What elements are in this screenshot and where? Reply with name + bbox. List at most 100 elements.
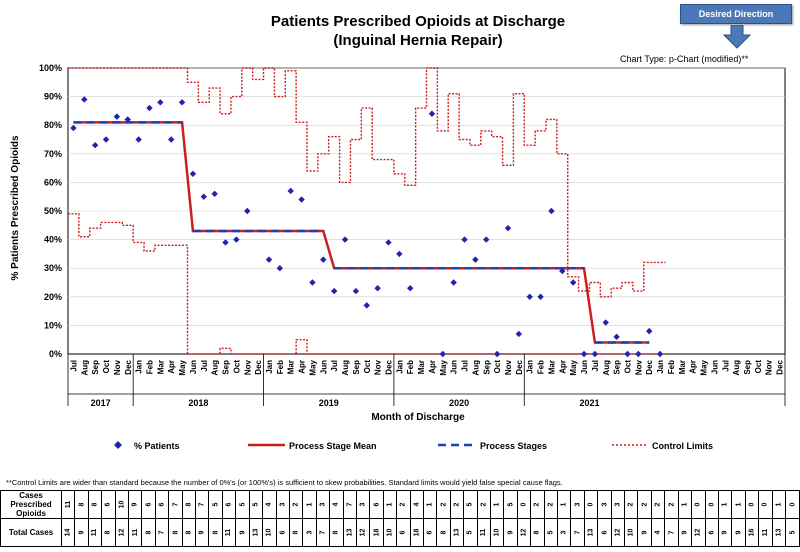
table-cell: 0 (516, 490, 532, 519)
x-tick-label: May (178, 359, 187, 375)
data-point (526, 293, 533, 300)
table-cell: 9 (677, 518, 693, 547)
counts-table: Cases Prescribed Opioids 11 8 8 6 10 9 6 6 7 8 7 5 6 5… (0, 490, 800, 547)
table-cell: 0 (691, 490, 706, 519)
table-cell: 0 (758, 490, 773, 519)
data-point (352, 287, 360, 295)
table-cell: 6 (101, 490, 116, 519)
x-tick-label: Oct (623, 360, 632, 374)
x-tick-label: Aug (732, 360, 741, 376)
data-point (656, 350, 664, 358)
table-cell: 9 (717, 518, 733, 547)
table-cell: 8 (74, 490, 89, 519)
table-cell: 11 (60, 490, 76, 519)
table-cell: 6 (597, 518, 612, 547)
data-point (569, 279, 577, 286)
table-cell: 1 (731, 490, 746, 519)
table-cell: 10 (114, 490, 130, 519)
table-cell: 18 (409, 518, 424, 547)
x-tick-label: Aug (341, 360, 350, 376)
table-cell: 6 (369, 490, 384, 519)
x-tick-label: Jun (580, 360, 589, 374)
table-cell: 2 (650, 490, 666, 519)
x-tick-label: Nov (374, 359, 383, 375)
x-tick-label: Sep (91, 360, 100, 375)
data-point (70, 124, 77, 132)
x-tick-label: Feb (145, 360, 154, 374)
x-tick-label: May (569, 359, 578, 375)
table-cell: 11 (221, 518, 237, 547)
x-tick-label: Apr (167, 360, 176, 374)
table-cell: 5 (463, 518, 478, 547)
y-tick-label: 90% (44, 92, 62, 102)
legend-patients-label: % Patients (134, 441, 180, 451)
table-row-label: Cases Prescribed Opioids (0, 490, 62, 519)
table-row: Cases Prescribed Opioids 11 8 8 6 10 9 6 6 7 8 7 5 6 5… (0, 490, 800, 519)
table-cell: 9 (637, 518, 652, 547)
table-cell: 10 (262, 518, 277, 547)
data-point (330, 287, 338, 295)
table-cell: 6 (275, 518, 290, 547)
y-tick-label: 20% (44, 292, 62, 302)
data-point (613, 333, 620, 341)
data-point (124, 116, 131, 123)
x-tick-label: Dec (776, 359, 785, 374)
table-cell: 5 (208, 490, 223, 519)
legend-patients-marker (114, 441, 122, 449)
table-cell: 2 (436, 490, 451, 519)
table-cell: 12 (610, 518, 626, 547)
table-cell: 8 (101, 518, 116, 547)
table-cell: 12 (355, 518, 371, 547)
desired-direction-box: Desired Direction (680, 4, 792, 24)
data-point (363, 302, 370, 309)
x-tick-label: Jul (330, 360, 339, 372)
x-tick-label: Jun (189, 360, 198, 374)
table-cell: 10 (624, 518, 639, 547)
data-point (113, 113, 121, 120)
data-point (635, 350, 642, 358)
table-cell: 12 (691, 518, 706, 547)
table-cell: 3 (570, 490, 585, 519)
table-cell: 13 (449, 518, 465, 547)
x-tick-label: Aug (471, 360, 480, 376)
table-cell: 4 (650, 518, 666, 547)
y-tick-label: 0% (49, 349, 62, 359)
data-point (341, 236, 349, 243)
data-point (461, 236, 468, 243)
table-cell: 12 (114, 518, 130, 547)
table-row-label: Total Cases (0, 518, 62, 547)
x-tick-label: Nov (243, 359, 252, 375)
x-tick-label: Jul (591, 360, 600, 372)
data-point (135, 136, 142, 143)
data-point (102, 136, 110, 143)
x-tick-label: Jun (319, 360, 328, 374)
x-tick-label: Aug (602, 360, 611, 376)
y-tick-label: 50% (44, 206, 62, 216)
table-cell: 2 (530, 490, 545, 519)
x-tick-label: Nov (765, 359, 774, 375)
data-point (178, 99, 186, 106)
x-tick-label: Jun (450, 360, 459, 374)
table-cell: 2 (449, 490, 465, 519)
data-point (548, 207, 555, 215)
x-tick-label: Feb (276, 360, 285, 374)
table-cell: 3 (315, 490, 331, 519)
table-cell: 7 (315, 518, 331, 547)
process-stage-mean-line (73, 121, 650, 344)
y-tick-label: 60% (44, 177, 62, 187)
data-point (91, 142, 99, 149)
table-cell: 8 (530, 518, 545, 547)
table-cell: 12 (516, 518, 532, 547)
data-point (559, 267, 566, 275)
data-point (504, 224, 512, 232)
chart-subtitle: (Inguinal Hernia Repair) (333, 32, 502, 49)
table-cell: 13 (248, 518, 264, 547)
table-cell: 5 (503, 490, 518, 519)
table-cell: 5 (248, 490, 264, 519)
data-point (309, 279, 316, 286)
x-tick-label: Jun (710, 360, 719, 374)
data-point (472, 256, 479, 263)
table-cell: 3 (302, 518, 317, 547)
x-tick-label: May (439, 359, 448, 375)
table-cell: 8 (288, 518, 304, 547)
